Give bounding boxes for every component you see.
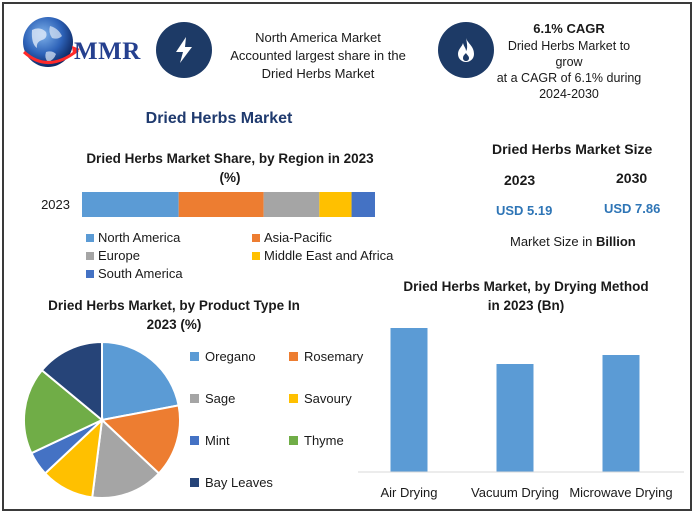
product-legend-item-savoury: Savoury — [289, 391, 352, 406]
unit-prefix: Market Size in — [510, 234, 596, 249]
region-note-line: Accounted largest share in the — [230, 48, 406, 63]
drying-category-label: Microwave Drying — [569, 485, 672, 500]
cagr-title: 6.1% CAGR — [533, 21, 605, 36]
cagr-note: 6.1% CAGR Dried Herbs Market to grow at … — [494, 20, 644, 102]
cagr-line: 2024-2030 — [539, 87, 599, 101]
pie-slice-bay-leaves — [40, 340, 103, 423]
legend-swatch — [190, 352, 199, 361]
legend-label: Savoury — [304, 391, 352, 406]
globe-icon — [22, 17, 80, 67]
infographic-frame: MMR North America Market Accounted large… — [2, 2, 692, 511]
legend-label: North America — [98, 230, 181, 245]
drying-category-label: Air Drying — [380, 485, 437, 500]
region-note-line: North America Market — [255, 30, 381, 45]
region-segment-south-america — [351, 192, 375, 217]
region-legend-item-south-america: South America — [86, 266, 183, 281]
flame-icon — [438, 22, 494, 78]
legend-swatch — [252, 233, 260, 242]
legend-swatch — [252, 251, 260, 260]
drying-bar-vacuum-drying — [496, 364, 534, 472]
legend-label: Rosemary — [304, 349, 364, 364]
product-legend-item-thyme: Thyme — [289, 433, 344, 448]
region-chart-title-line: Dried Herbs Market Share, by Region in 2… — [86, 151, 374, 166]
legend-swatch — [289, 436, 298, 445]
legend-label: Sage — [205, 391, 236, 406]
legend-swatch — [190, 478, 199, 487]
mmr-logo: MMR — [16, 12, 146, 72]
drying-bar-chart: Air Drying Vacuum Drying Microwave Drying — [358, 328, 684, 500]
legend-label: Europe — [98, 248, 140, 263]
legend-label: Mint — [205, 433, 230, 448]
lightning-bolt-icon — [156, 22, 212, 78]
product-legend-item-sage: Sage — [190, 391, 235, 406]
market-size-year-2023: 2023 — [504, 172, 536, 188]
region-note-line: Dried Herbs Market — [261, 66, 375, 81]
region-year-label: 2023 — [41, 197, 70, 212]
drying-chart-title-line: Dried Herbs Market, by Drying Method — [403, 279, 649, 294]
region-segment-middle-east-and-africa — [319, 192, 352, 217]
legend-swatch — [86, 269, 94, 278]
region-legend-item-asia-pacific: Asia-Pacific — [252, 230, 332, 245]
region-legend-item-middle-east-and-africa: Middle East and Africa — [252, 248, 393, 263]
product-legend-item-mint: Mint — [190, 433, 230, 448]
drying-bar-air-drying — [390, 328, 428, 472]
legend-swatch — [289, 352, 298, 361]
legend-label: Middle East and Africa — [264, 248, 394, 263]
drying-bar-microwave-drying — [602, 355, 640, 472]
legend-swatch — [86, 251, 94, 260]
product-chart-title-line: 2023 (%) — [146, 317, 202, 332]
product-legend-item-oregano: Oregano — [190, 349, 256, 364]
legend-label: South America — [98, 266, 183, 281]
legend-swatch — [86, 233, 94, 242]
product-chart-title: Dried Herbs Market, by Product Type In 2… — [44, 296, 304, 334]
market-size-year-2030: 2030 — [616, 170, 648, 186]
market-size-value-2030: USD 7.86 — [604, 201, 661, 216]
region-legend-item-europe: Europe — [86, 248, 140, 263]
pie-slice-oregano — [101, 340, 180, 422]
pie-slice-thyme — [23, 368, 104, 455]
region-note: North America Market Accounted largest s… — [218, 29, 418, 83]
drying-chart-title: Dried Herbs Market, by Drying Method in … — [386, 277, 666, 315]
page-title: Dried Herbs Market — [145, 110, 293, 127]
pie-slice-rosemary — [99, 404, 182, 475]
market-size-unit-note: Market Size in Billion — [510, 234, 636, 249]
product-legend-item-bay-leaves: Bay Leaves — [190, 475, 273, 490]
drying-category-label: Vacuum Drying — [471, 485, 559, 500]
market-size-value-2023: USD 5.19 — [496, 203, 553, 218]
legend-swatch — [190, 436, 199, 445]
region-segment-europe — [263, 192, 320, 217]
region-segment-asia-pacific — [178, 192, 264, 217]
logo-text: MMR — [74, 38, 141, 65]
legend-swatch — [289, 394, 298, 403]
product-chart-title-line: Dried Herbs Market, by Product Type In — [48, 298, 300, 313]
legend-swatch — [190, 394, 199, 403]
cagr-line: Dried Herbs Market to grow — [507, 39, 631, 69]
cagr-line: at a CAGR of 6.1% during — [496, 71, 642, 85]
legend-label: Bay Leaves — [205, 475, 273, 490]
legend-label: Thyme — [304, 433, 344, 448]
region-segment-north-america — [82, 192, 179, 217]
market-size-title: Dried Herbs Market Size — [492, 141, 653, 157]
region-chart-title-line: (%) — [219, 170, 241, 185]
legend-label: Oregano — [205, 349, 256, 364]
region-chart-title: Dried Herbs Market Share, by Region in 2… — [60, 149, 400, 187]
legend-label: Asia-Pacific — [264, 230, 332, 245]
pie-slice-sage — [91, 417, 161, 499]
drying-chart-title-line: in 2023 (Bn) — [487, 298, 565, 313]
region-stacked-bar-chart: 2023 — [41, 192, 375, 217]
product-pie-chart — [23, 340, 182, 499]
unit-bold: Billion — [595, 234, 636, 249]
region-legend-item-north-america: North America — [86, 230, 180, 245]
product-legend-item-rosemary: Rosemary — [289, 349, 363, 364]
